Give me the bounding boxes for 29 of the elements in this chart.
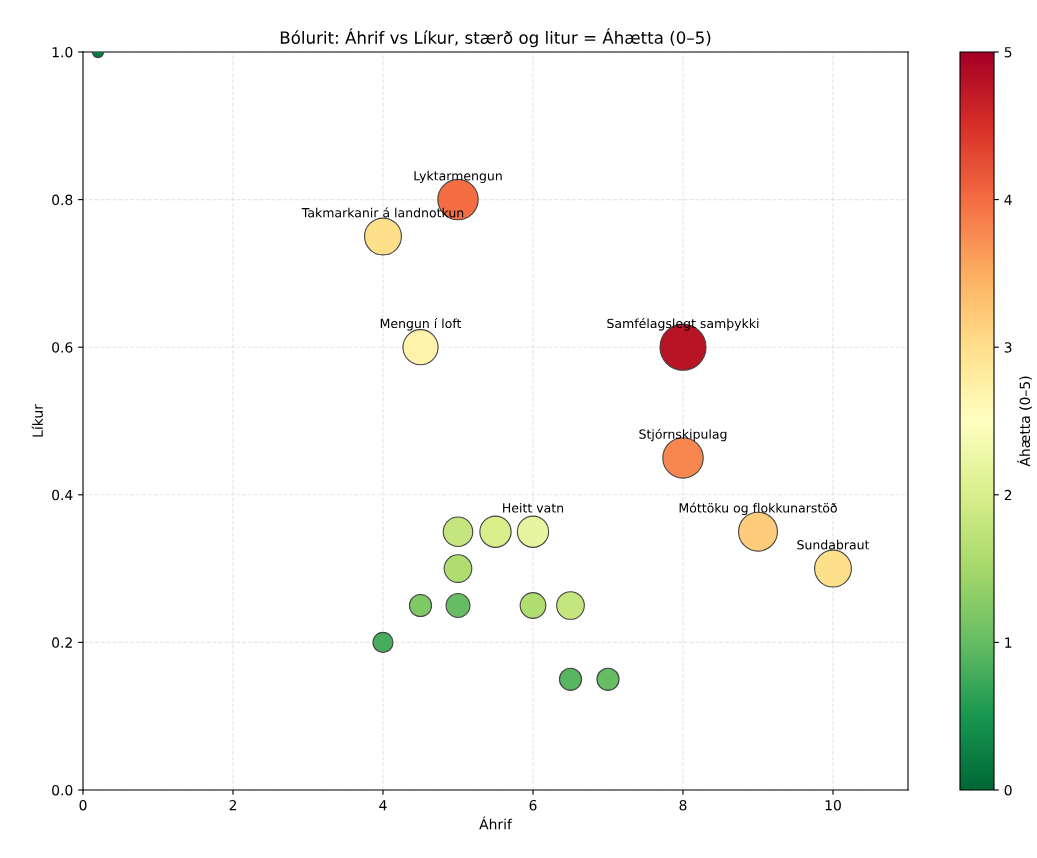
y-tick-label: 0.6 <box>52 342 73 353</box>
chart-title: Bólurit: Áhrif vs Líkur, stærð og litur = Áhætta (0–5) <box>280 28 711 48</box>
annotation: Lyktarmengun <box>414 170 502 183</box>
y-tick-label: 0.0 <box>52 784 73 796</box>
x-tick-label: 0 <box>79 799 87 811</box>
color-bar-label: 4 <box>1004 194 1012 205</box>
annotation: Heitt vatn <box>503 502 564 513</box>
color-bar-label: 1 <box>1005 637 1012 648</box>
x-tick-label: 6 <box>529 799 537 811</box>
x-tick-label: 4 <box>379 800 387 811</box>
y-axis-title: Líkur <box>31 404 43 437</box>
y-tick-label: 0.4 <box>52 489 73 501</box>
annotation: Samfélagslegt samþykki <box>607 317 759 331</box>
annotation: Stjórnskipulag <box>639 428 727 442</box>
annotation: Sundabraut <box>797 539 870 550</box>
annotation: Mengun í loft <box>380 317 462 331</box>
color-bar-label: 0 <box>1004 784 1012 796</box>
color-bar-label: 2 <box>1004 489 1012 501</box>
color-bar-title: Áhætta (0–5) <box>1017 376 1032 467</box>
annotation: Móttöku og flokkunarstöð <box>679 502 837 516</box>
x-tick-label: 10 <box>825 799 841 811</box>
x-axis-title: Áhrif <box>479 816 513 830</box>
color-bar-label: 5 <box>1004 47 1012 58</box>
x-tick-label: 2 <box>229 799 237 811</box>
x-tick-label: 8 <box>679 799 687 811</box>
color-bar-label: 3 <box>1004 342 1012 353</box>
y-tick-label: 0.8 <box>52 194 73 206</box>
y-tick-label: 1.0 <box>52 46 73 58</box>
y-tick-label: 0.2 <box>52 637 72 648</box>
